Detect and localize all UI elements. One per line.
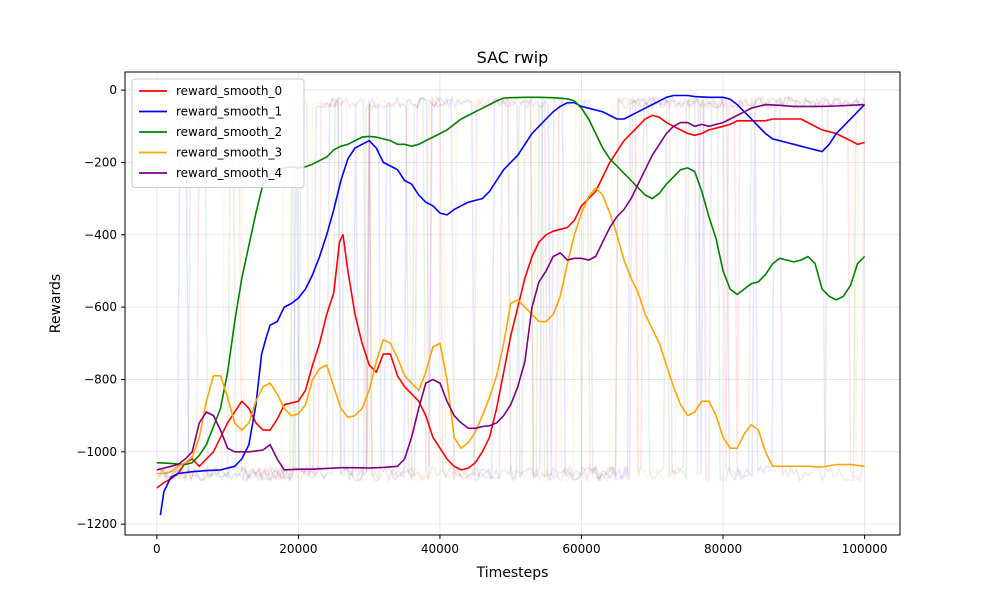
y-tick-label: −1200 [76,517,117,531]
x-tick-label: 0 [153,542,161,556]
x-tick-label: 100000 [842,542,888,556]
legend-entry-0: reward_smooth_0 [176,84,282,98]
series-line-0 [156,114,865,489]
series-line-4 [156,103,865,471]
y-tick-label: −1000 [76,445,117,459]
y-tick-label: −200 [84,155,117,169]
y-tick-label: −400 [84,228,117,242]
y-tick-label: −600 [84,300,117,314]
raw-reward-traces [156,94,866,484]
plot-frame [124,71,901,536]
x-axis-ticks: 0 20000 40000 60000 80000 100000 [153,535,888,556]
raw-trace-1 [159,94,863,482]
legend-entry-4: reward_smooth_4 [176,166,282,180]
x-axis-label: Timesteps [476,565,549,581]
raw-trace-4 [156,95,866,483]
y-tick-label: 0 [109,83,117,97]
raw-trace-2 [156,95,865,483]
x-tick-label: 40000 [421,542,459,556]
chart-title: SAC rwip [477,48,549,67]
legend-entry-1: reward_smooth_1 [176,105,282,119]
raw-trace-0 [156,95,866,484]
series-line-1 [159,94,866,516]
x-tick-label: 20000 [279,542,317,556]
legend-entry-3: reward_smooth_3 [176,146,282,160]
y-axis-ticks: −1200 −1000 −800 −600 −400 −200 0 [76,83,125,531]
raw-trace-3 [156,94,865,483]
series-line-3 [156,187,865,475]
legend: reward_smooth_0 reward_smooth_1 reward_smo… [131,78,305,188]
y-tick-label: −800 [84,372,117,386]
y-axis-label: Rewards [48,274,64,333]
legend-box [131,78,305,188]
x-tick-label: 80000 [704,542,742,556]
legend-entry-2: reward_smooth_2 [176,125,282,139]
x-tick-label: 60000 [562,542,600,556]
